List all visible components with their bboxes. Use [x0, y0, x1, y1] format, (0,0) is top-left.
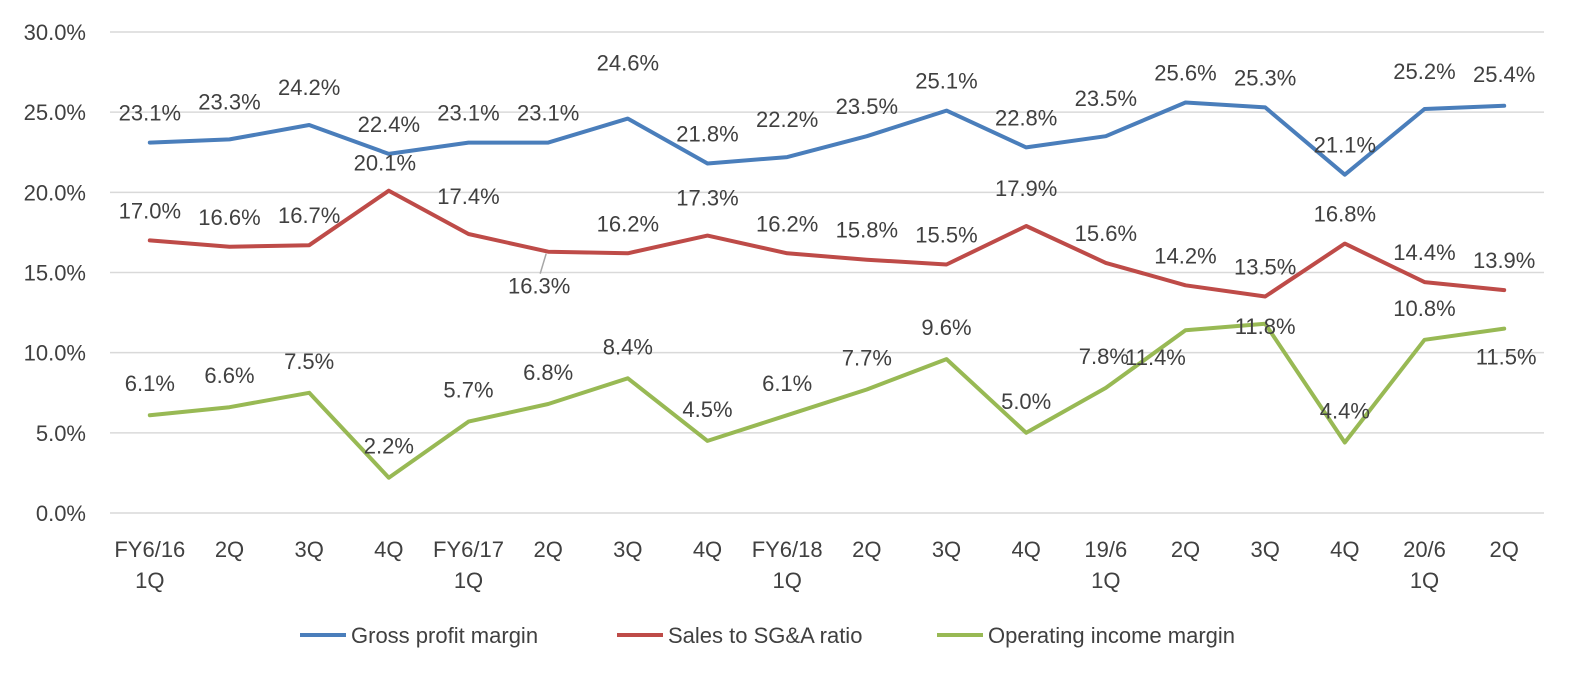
sales-to-sg-a-ratio-data-label: 16.8%	[1314, 202, 1376, 227]
x-tick-label: 1Q	[1410, 568, 1439, 593]
x-tick-label: 20/6	[1403, 537, 1446, 562]
operating-income-margin-line	[147, 321, 1507, 480]
gross-profit-margin-data-label: 25.6%	[1154, 61, 1216, 86]
gross-profit-margin-data-label: 25.4%	[1473, 62, 1535, 87]
operating-income-margin-data-label: 5.0%	[1001, 389, 1051, 414]
series-lines	[147, 100, 1507, 480]
sales-to-sg-a-ratio-data-label: 15.6%	[1075, 221, 1137, 246]
x-tick-label: 1Q	[454, 568, 483, 593]
operating-income-margin-data-label: 6.1%	[125, 371, 175, 396]
sales-to-sg-a-ratio-data-label: 14.4%	[1393, 240, 1455, 265]
gross-profit-margin-data-label: 22.2%	[756, 107, 818, 132]
x-tick-label: FY6/16	[114, 537, 185, 562]
operating-income-margin-data-label: 2.2%	[364, 434, 414, 459]
operating-income-margin-data-label: 5.7%	[443, 378, 493, 403]
x-tick-label: 4Q	[693, 537, 722, 562]
x-tick-label: 3Q	[294, 537, 323, 562]
sales-to-sg-a-ratio-data-label: 16.2%	[756, 211, 818, 236]
gross-profit-margin-data-label: 23.1%	[517, 101, 579, 126]
gross-profit-margin-data-label: 25.2%	[1393, 59, 1455, 84]
operating-income-margin-data-label: 11.8%	[1235, 314, 1296, 339]
sales-to-sg-a-ratio-legend-label: Sales to SG&A ratio	[668, 623, 862, 648]
legend: Gross profit margin Sales to SG&A ratio Op…	[300, 623, 1235, 648]
x-tick-label: 3Q	[613, 537, 642, 562]
operating-income-margin-data-label: 9.6%	[921, 315, 971, 340]
operating-income-margin-data-label: 7.5%	[284, 349, 334, 374]
sales-to-sg-a-ratio-data-label: 16.2%	[597, 211, 659, 236]
operating-income-margin-legend-label: Operating income margin	[988, 623, 1235, 648]
x-tick-label: 1Q	[772, 568, 801, 593]
y-tick-label: 0.0%	[36, 501, 86, 526]
y-axis-tick-labels: 0.0% 5.0% 10.0% 15.0% 20.0% 25.0% 30.0%	[24, 20, 86, 526]
operating-income-margin-data-label: 7.8%	[1079, 344, 1129, 369]
gross-profit-margin-data-label: 25.1%	[915, 69, 977, 94]
sales-to-sg-a-ratio-data-label: 17.9%	[995, 176, 1057, 201]
operating-income-margin-data-label: 4.4%	[1320, 398, 1370, 423]
sales-to-sg-a-ratio-data-label: 17.4%	[437, 184, 499, 209]
x-tick-label: 2Q	[852, 537, 881, 562]
sales-to-sg-a-ratio-line	[147, 188, 1507, 299]
operating-income-margin-data-label: 11.5%	[1476, 345, 1537, 370]
y-tick-label: 20.0%	[24, 180, 86, 205]
y-tick-label: 25.0%	[24, 100, 86, 125]
gross-profit-margin-data-label: 25.3%	[1234, 65, 1296, 90]
operating-income-margin-data-label: 8.4%	[603, 334, 653, 359]
operating-income-margin-data-label: 4.5%	[682, 397, 732, 422]
x-tick-label: 2Q	[1489, 537, 1518, 562]
gross-profit-margin-legend-label: Gross profit margin	[351, 623, 538, 648]
sales-to-sg-a-ratio-data-label: 15.5%	[915, 222, 977, 247]
x-tick-label: 3Q	[932, 537, 961, 562]
gross-profit-margin-data-label: 21.8%	[676, 121, 738, 146]
gross-profit-margin-data-label: 23.3%	[198, 89, 260, 114]
sales-to-sg-a-ratio-data-label: 16.7%	[278, 203, 340, 228]
y-tick-label: 10.0%	[24, 341, 86, 366]
gridlines	[110, 31, 1544, 514]
gross-profit-margin-data-label: 24.6%	[597, 51, 659, 76]
sales-to-sg-a-ratio-data-label: 20.1%	[354, 151, 416, 176]
x-tick-label: 2Q	[215, 537, 244, 562]
y-tick-label: 5.0%	[36, 421, 86, 446]
y-tick-label: 15.0%	[24, 261, 86, 286]
x-tick-label: FY6/17	[433, 537, 504, 562]
x-tick-label: 3Q	[1250, 537, 1279, 562]
sales-to-sg-a-ratio-data-label: 16.6%	[198, 205, 260, 230]
gross-profit-margin-data-label: 21.1%	[1314, 133, 1376, 158]
sales-to-sg-a-ratio-data-label: 13.5%	[1234, 255, 1296, 280]
gross-profit-margin-line	[147, 100, 1507, 177]
x-tick-label: 2Q	[1171, 537, 1200, 562]
x-tick-label: 2Q	[533, 537, 562, 562]
gross-profit-margin-data-label: 22.8%	[995, 105, 1057, 130]
data-labels: 23.1% 23.3% 24.2% 22.4% 23.1% 23.1% 24.6% 21.8%…	[119, 51, 1537, 459]
gross-profit-margin-data-label: 23.1%	[437, 101, 499, 126]
x-axis-tick-labels: FY6/16 1Q 2Q 3Q 4Q FY6/17 1Q 2Q 3Q 4Q FY6/18 1Q 2Q 3Q…	[114, 537, 1518, 593]
gross-profit-margin-data-label: 23.1%	[119, 101, 181, 126]
operating-income-margin-data-label: 6.8%	[523, 360, 573, 385]
y-tick-label: 30.0%	[24, 20, 86, 45]
sales-to-sg-a-ratio-data-label: 17.0%	[119, 198, 181, 223]
x-tick-label: 4Q	[1330, 537, 1359, 562]
operating-income-margin-data-label: 6.1%	[762, 371, 812, 396]
operating-income-margin-data-label: 6.6%	[204, 363, 254, 388]
x-tick-label: FY6/18	[752, 537, 823, 562]
operating-income-margin-data-label: 7.7%	[842, 346, 892, 371]
gross-profit-margin-data-label: 22.4%	[358, 112, 420, 137]
data-label-leader-line	[539, 253, 547, 274]
x-tick-label: 19/6	[1084, 537, 1127, 562]
sales-to-sg-a-ratio-data-label: 16.3%	[508, 274, 570, 299]
sales-to-sg-a-ratio-data-label: 13.9%	[1473, 248, 1535, 273]
gross-profit-margin-data-label: 23.5%	[836, 94, 898, 119]
gross-profit-margin-data-label: 24.2%	[278, 75, 340, 100]
operating-income-margin-data-label: 11.4%	[1125, 345, 1186, 370]
x-tick-label: 4Q	[1011, 537, 1040, 562]
sales-to-sg-a-ratio-data-label: 17.3%	[676, 186, 738, 211]
x-tick-label: 1Q	[1091, 568, 1120, 593]
gross-profit-margin-data-label: 23.5%	[1075, 86, 1137, 111]
x-tick-label: 1Q	[135, 568, 164, 593]
sales-to-sg-a-ratio-data-label: 15.8%	[836, 218, 898, 243]
operating-income-margin-data-label: 10.8%	[1393, 296, 1455, 321]
sales-to-sg-a-ratio-data-label: 14.2%	[1154, 243, 1216, 268]
x-tick-label: 4Q	[374, 537, 403, 562]
